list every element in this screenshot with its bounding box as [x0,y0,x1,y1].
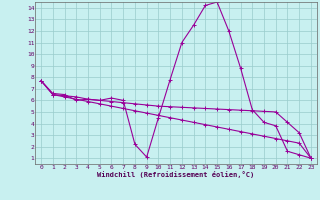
X-axis label: Windchill (Refroidissement éolien,°C): Windchill (Refroidissement éolien,°C) [97,171,255,178]
